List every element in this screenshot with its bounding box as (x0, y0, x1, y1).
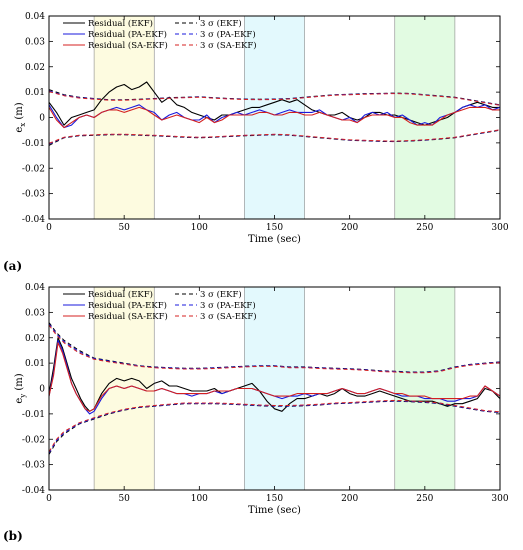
series-line-7 (48, 324, 501, 374)
y-tick-label: 0 (39, 385, 45, 395)
y-tick-label: 0.04 (25, 12, 45, 22)
legend-label: 3 σ (PA-EKF) (200, 29, 256, 40)
series-line-2 (48, 342, 501, 412)
y-axis-label-sub: x (19, 123, 27, 127)
y-tick-label: -0.04 (22, 215, 45, 225)
y-axis-label-unit: (m) (14, 373, 25, 394)
y-tick-label: -0.02 (22, 435, 45, 445)
x-tick-label: 100 (191, 494, 208, 504)
legend-label: 3 σ (PA-EKF) (200, 300, 256, 311)
x-tick-label: 0 (46, 494, 52, 504)
axis-ticks: 0 50 100 150 200 250 300 -0.04 -0.03 -0.02 -0.01 0 0… (22, 283, 509, 504)
x-tick-label: 50 (118, 223, 130, 233)
y-tick-label: -0.01 (22, 139, 45, 149)
y-tick-label: 0.03 (25, 37, 45, 47)
axis-ticks: 0 50 100 150 200 250 300 -0.04 -0.03 -0.02 -0.01 0 0… (22, 12, 509, 233)
x-tick-label: 300 (491, 223, 508, 233)
legend-label: Residual (EKF) (88, 289, 153, 300)
series-line-8 (48, 129, 501, 144)
legend: Residual (EKF)Residual (PA-EKF)Residual … (63, 289, 257, 322)
x-tick-label: 0 (46, 223, 52, 233)
y-tick-label: 0.02 (25, 63, 45, 73)
y-axis-label-sub: y (19, 394, 27, 399)
y-tick-label: 0.02 (25, 334, 45, 344)
x-tick-label: 250 (416, 223, 433, 233)
legend-label: Residual (PA-EKF) (88, 300, 167, 311)
x-tick-label: 50 (118, 494, 130, 504)
legend-label: Residual (PA-EKF) (88, 29, 167, 40)
chart-panel-a: 0 50 100 150 200 250 300 -0.04 -0.03 -0.02 -0.01 0 0… (3, 12, 509, 273)
legend-label: 3 σ (EKF) (200, 289, 242, 300)
y-tick-label: -0.03 (22, 190, 45, 200)
y-tick-label: 0.01 (25, 359, 45, 369)
x-tick-label: 300 (491, 494, 508, 504)
series-group (48, 322, 501, 455)
y-tick-label: -0.01 (22, 410, 45, 420)
plot-frame (48, 15, 501, 220)
x-axis-label: Time (sec) (248, 234, 301, 245)
shaded-regions (93, 286, 456, 491)
panel-label: (a) (3, 259, 22, 273)
x-tick-label: 150 (266, 494, 283, 504)
y-axis-label-main: e (14, 127, 25, 133)
y-tick-label: 0.03 (25, 308, 45, 318)
y-tick-label: 0.04 (25, 283, 45, 293)
y-tick-label: 0 (39, 114, 45, 124)
series-line-8 (48, 399, 501, 453)
x-tick-label: 100 (191, 223, 208, 233)
plot-frame (48, 286, 501, 491)
x-axis-label: Time (sec) (248, 505, 301, 516)
legend-label: 3 σ (EKF) (200, 18, 242, 29)
y-tick-label: -0.03 (22, 461, 45, 471)
series-line-2 (48, 106, 500, 129)
series-group (48, 81, 501, 146)
chart-panel-b: 0 50 100 150 200 250 300 -0.04 -0.03 -0.02 -0.01 0 0… (3, 283, 509, 543)
x-tick-label: 200 (341, 223, 358, 233)
y-axis-label-main: e (14, 398, 25, 404)
legend-label: 3 σ (SA-EKF) (200, 40, 257, 51)
legend-label: 3 σ (SA-EKF) (200, 311, 257, 322)
x-tick-label: 200 (341, 494, 358, 504)
shaded-region-2 (394, 286, 456, 491)
legend-label: Residual (SA-EKF) (88, 40, 168, 51)
shaded-region-1 (244, 15, 305, 220)
x-tick-label: 150 (266, 223, 283, 233)
shaded-region-1 (244, 286, 305, 491)
y-axis-label: ey (m) (14, 373, 27, 403)
y-tick-label: -0.02 (22, 164, 45, 174)
panel-label: (b) (3, 529, 23, 543)
legend-label: Residual (EKF) (88, 18, 153, 29)
shaded-region-0 (93, 15, 155, 220)
series-line-7 (48, 91, 501, 106)
y-axis-label-unit: (m) (14, 102, 25, 123)
y-axis-label: ex (m) (14, 102, 27, 132)
legend: Residual (EKF)Residual (PA-EKF)Residual … (63, 18, 257, 51)
y-tick-label: -0.04 (22, 486, 45, 496)
legend-label: Residual (SA-EKF) (88, 311, 168, 322)
x-tick-label: 250 (416, 494, 433, 504)
y-tick-label: 0.01 (25, 88, 45, 98)
